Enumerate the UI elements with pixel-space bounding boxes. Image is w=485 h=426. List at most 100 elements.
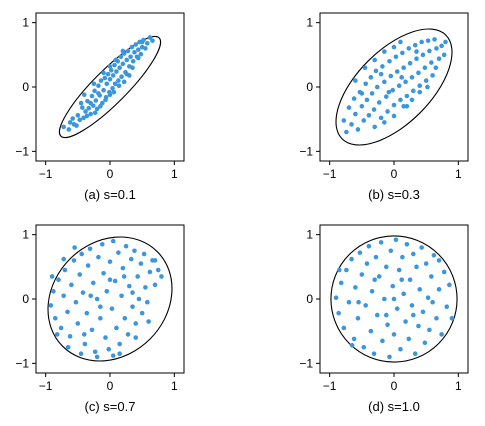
boundary-ellipse xyxy=(47,236,173,362)
data-point xyxy=(141,251,147,257)
data-point xyxy=(159,274,164,279)
data-point xyxy=(110,353,116,358)
data-point xyxy=(422,65,428,70)
data-point xyxy=(132,49,137,55)
data-point xyxy=(98,316,103,321)
boundary-ellipse xyxy=(58,35,162,139)
data-point xyxy=(359,272,365,277)
data-point xyxy=(81,332,87,337)
data-point xyxy=(53,316,58,321)
data-point xyxy=(118,54,124,60)
data-point xyxy=(130,65,135,70)
data-point xyxy=(391,296,397,302)
data-point xyxy=(409,75,415,80)
data-point xyxy=(361,344,367,350)
y-tick-label: −1 xyxy=(299,356,313,370)
data-point xyxy=(61,124,66,130)
panel-a: −1 0 1 −1 0 1 (a) s=0.1 xyxy=(15,12,185,202)
data-point xyxy=(104,81,110,87)
data-point xyxy=(439,332,444,337)
data-point xyxy=(441,52,447,58)
x-tick-label: −1 xyxy=(323,379,337,393)
x-tick-label: 0 xyxy=(107,167,114,181)
data-point xyxy=(62,267,68,273)
data-point xyxy=(155,267,161,273)
data-point xyxy=(390,87,396,93)
data-point xyxy=(125,332,131,337)
y-tick-label: −1 xyxy=(15,144,29,158)
data-point xyxy=(108,67,114,73)
data-point xyxy=(103,335,108,340)
data-point xyxy=(404,242,410,247)
data-point xyxy=(391,113,397,119)
data-point xyxy=(447,282,452,288)
data-point xyxy=(112,62,117,68)
panel-d: −1 0 1 −1 0 1 (d) s=1.0 xyxy=(299,224,469,414)
data-point xyxy=(80,290,86,295)
data-point xyxy=(69,282,74,288)
data-point xyxy=(411,312,416,318)
data-point xyxy=(112,278,118,284)
data-point xyxy=(401,104,406,109)
data-point xyxy=(386,89,392,95)
axes-frame xyxy=(35,12,185,162)
data-point xyxy=(51,288,56,294)
data-point xyxy=(107,76,113,82)
data-point xyxy=(362,65,368,70)
data-point xyxy=(336,310,341,316)
data-point xyxy=(372,124,377,130)
data-point xyxy=(67,120,73,125)
data-point xyxy=(419,39,424,45)
data-point xyxy=(371,107,377,112)
data-point xyxy=(70,116,75,121)
data-point xyxy=(346,105,352,110)
data-point xyxy=(116,250,121,255)
data-point xyxy=(71,258,77,263)
data-point xyxy=(65,309,70,315)
data-point xyxy=(139,39,145,45)
data-point xyxy=(404,104,410,109)
data-point xyxy=(373,68,379,74)
data-point xyxy=(84,113,90,119)
data-point xyxy=(80,105,85,110)
data-point xyxy=(351,96,357,101)
data-point xyxy=(94,354,100,360)
data-point xyxy=(434,46,439,51)
data-point xyxy=(130,290,135,295)
data-point xyxy=(391,44,397,50)
data-point xyxy=(119,293,124,299)
data-point xyxy=(338,280,344,286)
data-point xyxy=(56,277,61,282)
data-point xyxy=(99,242,105,247)
data-point xyxy=(145,40,150,46)
data-point xyxy=(388,73,394,79)
data-point xyxy=(400,50,405,56)
data-point xyxy=(407,277,413,282)
data-point xyxy=(128,256,134,262)
data-point xyxy=(123,243,129,249)
data-point xyxy=(346,299,352,305)
data-point xyxy=(430,299,435,305)
data-point xyxy=(388,248,394,254)
x-tick-label: 1 xyxy=(455,167,462,181)
y-tick-label: 1 xyxy=(306,16,313,30)
data-point xyxy=(417,89,423,95)
data-point xyxy=(368,328,374,334)
data-point xyxy=(90,280,96,286)
data-point xyxy=(65,344,71,350)
data-point xyxy=(79,251,84,257)
data-point xyxy=(423,78,429,83)
data-point xyxy=(353,111,358,117)
data-point xyxy=(116,83,122,89)
data-point xyxy=(107,64,113,69)
x-tick-label: 1 xyxy=(171,379,178,393)
y-tick-label: −1 xyxy=(299,144,313,158)
data-point xyxy=(391,332,397,337)
data-point xyxy=(391,102,397,108)
data-point xyxy=(396,83,402,89)
data-point xyxy=(92,110,98,116)
data-point xyxy=(66,127,72,132)
data-point xyxy=(401,291,406,297)
data-point xyxy=(333,295,339,301)
data-point xyxy=(139,310,145,316)
